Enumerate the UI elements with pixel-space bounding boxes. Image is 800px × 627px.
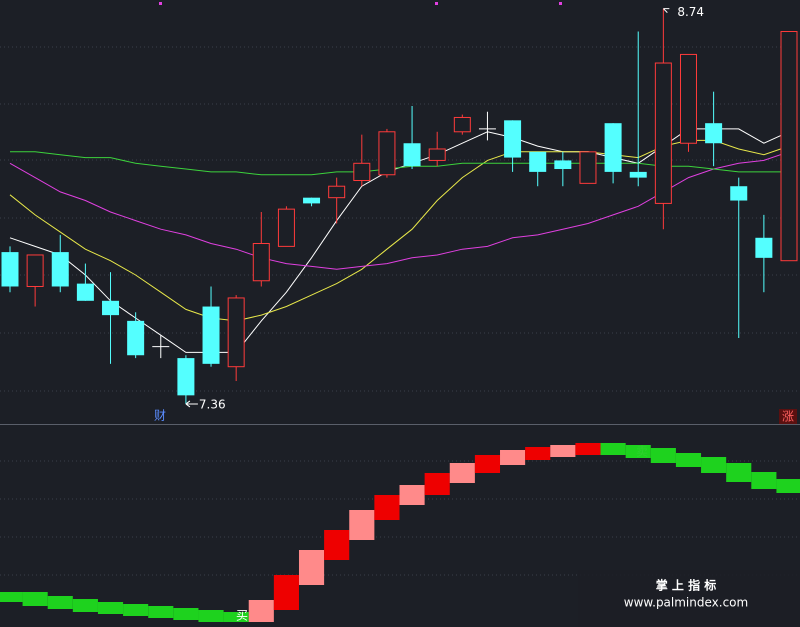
indicator-block: [474, 455, 501, 473]
candle-body: [604, 123, 622, 172]
watermark-title: 掌 上 指 标: [656, 578, 717, 593]
dot: [435, 2, 438, 5]
candle-body: [554, 160, 572, 170]
indicator-block: [349, 510, 375, 540]
candle-body: [504, 120, 522, 158]
dot: [159, 2, 162, 5]
indicator-block: [776, 479, 800, 493]
indicator-block: [449, 463, 475, 483]
candle-body: [353, 162, 371, 181]
indicator-block: [550, 445, 576, 457]
buy-mark: 买: [236, 609, 248, 623]
limit-up-mark: 涨: [782, 409, 794, 424]
indicator-block: [525, 447, 551, 460]
indicator-block: [751, 472, 777, 489]
indicator-block: [173, 608, 199, 620]
candle-body: [328, 185, 346, 199]
ma-line: [9, 151, 790, 270]
candle-body: [177, 358, 195, 396]
indicator-block: [72, 599, 98, 612]
candle-body: [277, 208, 295, 247]
candle-body: [252, 243, 270, 282]
indicator-block: [22, 592, 48, 606]
candle-body: [654, 62, 672, 204]
candle-body: [102, 300, 120, 316]
candle-body: [705, 123, 723, 144]
indicator-block: [424, 473, 450, 495]
indicator-block: [600, 443, 626, 455]
indicator-block: [0, 592, 23, 602]
ma-line: [10, 151, 789, 176]
candle-body: [579, 151, 597, 184]
indicator-block: [273, 575, 299, 610]
candle-body: [227, 297, 245, 368]
candle-body: [529, 151, 547, 172]
finance-mark: 财: [154, 409, 166, 423]
watermark-bg: [578, 570, 800, 627]
ma-line: [9, 128, 790, 353]
price-panel: 8.74 7.36: [1, 5, 798, 411]
sell-mark: 卖: [636, 445, 648, 459]
candle-body: [679, 53, 697, 144]
indicator-block: [198, 610, 224, 622]
indicator-block: [248, 600, 274, 622]
indicator-block: [701, 457, 727, 473]
candle-body: [1, 252, 19, 287]
indicator-block: [575, 443, 601, 455]
indicator-block: [47, 596, 73, 609]
candle-body: [453, 116, 471, 133]
candle-body: [428, 148, 446, 161]
candle-body: [780, 31, 798, 262]
candle-body: [378, 131, 396, 176]
indicator-panel: [0, 443, 800, 622]
dot: [559, 2, 562, 5]
candle-body: [51, 252, 69, 287]
grid: [0, 46, 800, 576]
indicator-block: [500, 450, 526, 465]
indicator-block: [374, 495, 400, 520]
candle-body: [26, 254, 44, 287]
indicator-block: [675, 453, 702, 467]
indicator-block: [298, 550, 325, 585]
low-arrow: [185, 400, 198, 408]
indicator-block: [324, 530, 350, 560]
candle-body: [755, 237, 773, 258]
indicator-block: [223, 612, 249, 622]
limit-up-box: [779, 409, 797, 424]
indicator-block: [148, 606, 174, 618]
high-arrow: [663, 8, 670, 13]
candle-body: [403, 143, 421, 167]
low-label: 7.36: [199, 397, 226, 411]
indicator-block: [97, 602, 124, 614]
indicator-block: [399, 485, 425, 505]
high-label: 8.74: [677, 5, 704, 19]
candle-body: [730, 186, 748, 201]
indicator-block: [625, 445, 651, 458]
candle-body: [303, 197, 321, 204]
indicator-block: [650, 448, 676, 463]
indicator-block: [123, 604, 149, 616]
candle-body: [127, 320, 145, 356]
watermark-url: www.palmindex.com: [624, 596, 748, 610]
indicator-block: [726, 463, 752, 482]
candle-body: [629, 171, 647, 178]
candle-body: [202, 306, 220, 364]
candle-body: [76, 283, 94, 301]
